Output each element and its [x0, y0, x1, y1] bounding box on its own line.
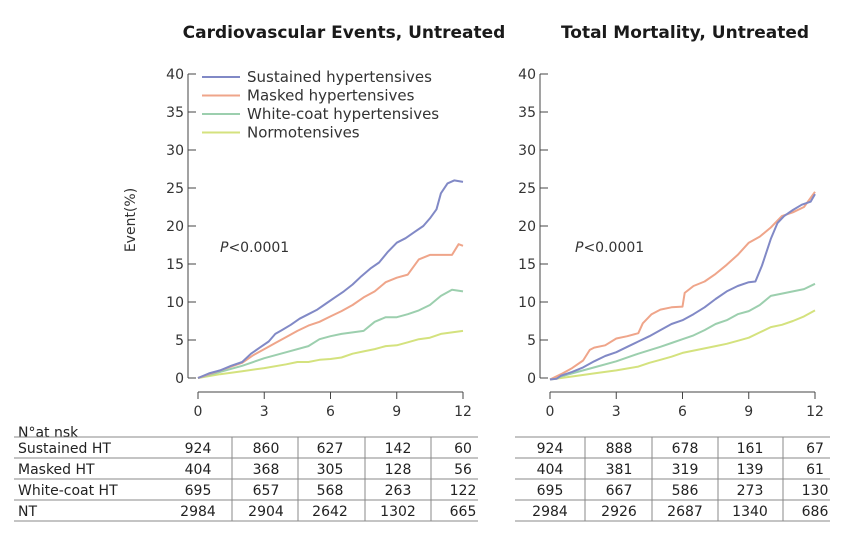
y-tick-label: 35	[518, 105, 536, 121]
risk-cell-left: 305	[317, 462, 344, 478]
risk-cell-right: 130	[802, 483, 829, 499]
legend-label-sustained-hypertensives: Sustained hypertensives	[247, 68, 432, 86]
series-line-normotensives	[197, 329, 464, 379]
risk-row-label: NT	[18, 504, 37, 520]
risk-cell-left: 60	[454, 441, 472, 457]
risk-cell-left: 568	[317, 483, 344, 499]
risk-row-label: Sustained HT	[18, 441, 111, 457]
x-tick-label: 6	[678, 404, 687, 420]
p-value-annotation: P<0.0001	[220, 240, 289, 256]
risk-cell-left: 404	[185, 462, 212, 478]
risk-cell-left: 2642	[312, 504, 348, 520]
y-tick-label: 20	[518, 219, 536, 235]
series-line-masked-hypertensives	[549, 191, 816, 381]
x-tick-label: 0	[194, 404, 203, 420]
risk-cell-left: 56	[454, 462, 472, 478]
p-value-annotation: P<0.0001	[575, 240, 644, 256]
plot-cardiovascular: 0 5 10 15 20 25 30 35 40 0 3 6 9 12 P<0.0001	[166, 67, 472, 420]
y-tick-label: 20	[166, 219, 184, 235]
risk-cell-left: 142	[385, 441, 412, 457]
y-tick-label: 5	[175, 333, 184, 349]
risk-cell-right: 2926	[601, 504, 637, 520]
risk-cell-right: 273	[737, 483, 764, 499]
risk-cell-right: 695	[537, 483, 564, 499]
risk-cell-left: 2904	[248, 504, 284, 520]
series-line-masked-hypertensives	[197, 243, 464, 379]
risk-cell-left: 695	[185, 483, 212, 499]
series-line-white-coat-hypertensives	[549, 282, 816, 381]
x-tick-label: 12	[454, 404, 472, 420]
y-tick-label: 15	[518, 257, 536, 273]
risk-cell-right: 586	[672, 483, 699, 499]
x-tick-label: 6	[326, 404, 335, 420]
y-tick-label: 25	[166, 181, 184, 197]
y-tick-label: 25	[518, 181, 536, 197]
risk-cell-left: 860	[253, 441, 280, 457]
risk-cell-left: 128	[385, 462, 412, 478]
risk-cell-right: 319	[672, 462, 699, 478]
risk-cell-left: 627	[317, 441, 344, 457]
y-tick-label: 10	[518, 295, 536, 311]
y-tick-label: 40	[518, 67, 536, 83]
risk-cell-right: 404	[537, 462, 564, 478]
y-tick-label: 10	[166, 295, 184, 311]
risk-cell-left: 657	[253, 483, 280, 499]
series-line-white-coat-hypertensives	[197, 288, 464, 379]
chart-title-cardiovascular: Cardiovascular Events, Untreated	[183, 23, 506, 43]
y-tick-label: 5	[527, 333, 536, 349]
legend-label-normotensives: Normotensives	[247, 124, 360, 142]
risk-cell-right: 67	[806, 441, 824, 457]
risk-cell-right: 667	[606, 483, 633, 499]
legend-label-masked-hypertensives: Masked hypertensives	[247, 87, 415, 105]
risk-cell-left: 122	[450, 483, 477, 499]
x-tick-label: 3	[260, 404, 269, 420]
y-tick-label: 0	[527, 371, 536, 387]
x-tick-label: 9	[392, 404, 401, 420]
risk-row-label: White-coat HT	[18, 483, 118, 499]
risk-cell-right: 888	[606, 441, 633, 457]
risk-cell-right: 381	[606, 462, 633, 478]
risk-cell-right: 61	[806, 462, 824, 478]
series-line-sustained-hypertensives	[197, 179, 464, 379]
y-axis-label: Event(%)	[123, 188, 139, 252]
risk-cell-right: 678	[672, 441, 699, 457]
x-tick-label: 12	[806, 404, 824, 420]
risk-table-header: N°at nsk	[18, 425, 79, 441]
y-tick-label: 30	[166, 143, 184, 159]
risk-cell-left: 263	[385, 483, 412, 499]
risk-cell-right: 2984	[532, 504, 568, 520]
risk-cell-right: 924	[537, 441, 564, 457]
risk-row-label: Masked HT	[18, 462, 95, 478]
y-tick-label: 30	[518, 143, 536, 159]
series-line-normotensives	[549, 309, 816, 381]
x-tick-label: 3	[612, 404, 621, 420]
risk-cell-right: 139	[737, 462, 764, 478]
risk-cell-right: 1340	[732, 504, 768, 520]
risk-cell-right: 2687	[667, 504, 703, 520]
risk-table: N°at nsk Sustained HT 924 860 627 142 60 924 88…	[14, 425, 830, 522]
x-tick-label: 0	[546, 404, 555, 420]
y-tick-label: 0	[175, 371, 184, 387]
legend-label-white-coat-hypertensives: White-coat hypertensives	[247, 105, 439, 123]
risk-cell-left: 1302	[380, 504, 416, 520]
plot-mortality: 0 5 10 15 20 25 30 35 40 0 3 6 9 12 P<0.0001	[518, 67, 824, 420]
y-tick-label: 15	[166, 257, 184, 273]
y-tick-label: 35	[166, 105, 184, 121]
risk-cell-left: 924	[185, 441, 212, 457]
risk-cell-left: 368	[253, 462, 280, 478]
x-tick-label: 9	[744, 404, 753, 420]
chart-title-mortality: Total Mortality, Untreated	[561, 23, 809, 43]
risk-cell-left: 2984	[180, 504, 216, 520]
y-tick-label: 40	[166, 67, 184, 83]
risk-cell-left: 665	[450, 504, 477, 520]
risk-cell-right: 686	[802, 504, 829, 520]
series-line-sustained-hypertensives	[549, 193, 816, 381]
risk-cell-right: 161	[737, 441, 764, 457]
